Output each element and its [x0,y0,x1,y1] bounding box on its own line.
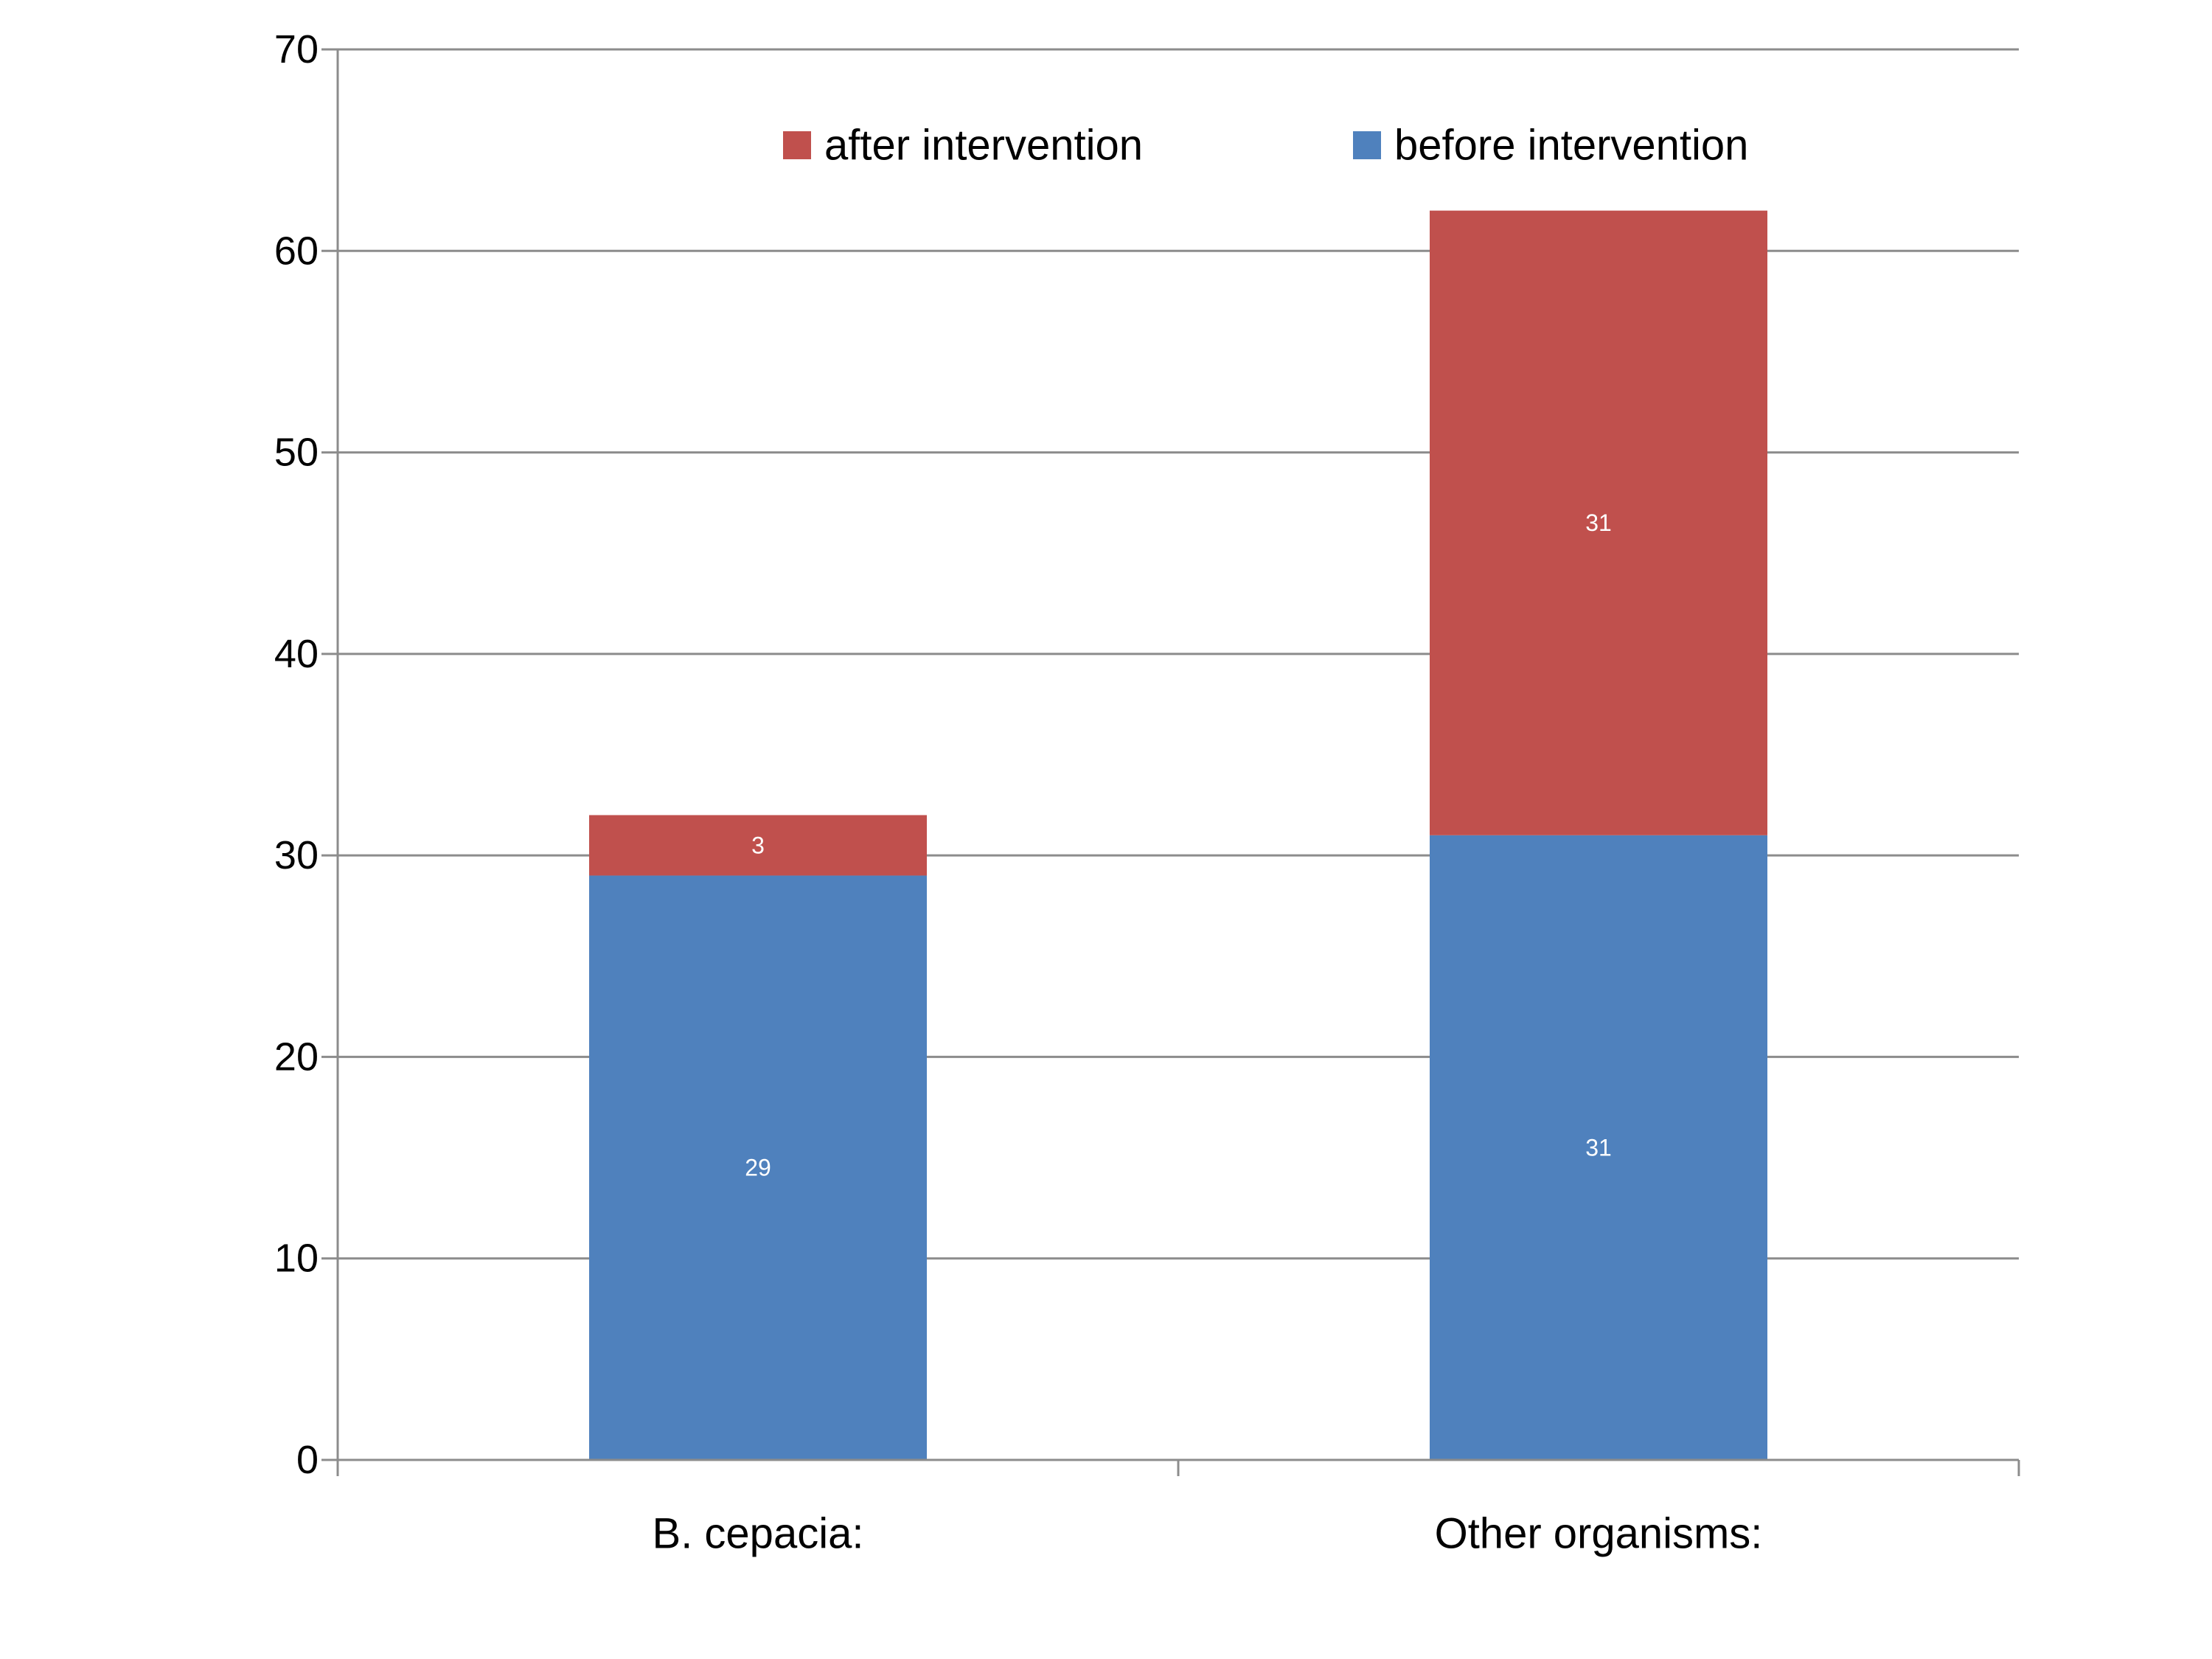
y-tick-label-60: 60 [274,229,319,273]
legend-swatch-before-intervention [1353,131,1381,159]
legend: after intervention before intervention [783,122,1748,170]
axes [321,48,2020,1476]
bar-before-intervention-1 [1430,835,1767,1460]
y-tick-labels: 0 10 20 30 40 50 60 70 [274,27,319,1482]
y-tick-label-70: 70 [274,27,319,72]
y-tick-label-50: 50 [274,431,319,475]
y-tick-label-20: 20 [274,1034,319,1079]
legend-label-before-intervention: before intervention [1394,122,1748,170]
bar-after-intervention-0 [589,815,927,876]
y-tick-label-30: 30 [274,833,319,877]
data-label-before-intervention-0: 29 [745,1155,771,1181]
y-tick-label-40: 40 [274,632,319,676]
legend-label-after-intervention: after intervention [824,122,1143,170]
bars [589,210,1767,1460]
data-label-after-intervention-0: 3 [751,832,765,858]
y-tick-label-10: 10 [274,1237,319,1281]
y-tick-label-0: 0 [296,1438,319,1482]
data-labels: 29 3 31 31 [745,509,1612,1181]
legend-swatch-after-intervention [783,131,811,159]
x-category-labels: B. cepacia: Other organisms: [653,1510,1763,1558]
bar-before-intervention-0 [589,875,927,1460]
category-label-0: B. cepacia: [653,1510,864,1558]
data-label-after-intervention-1: 31 [1585,509,1612,536]
category-label-1: Other organisms: [1435,1510,1763,1558]
bar-after-intervention-1 [1430,210,1767,835]
data-label-before-intervention-1: 31 [1585,1134,1612,1161]
